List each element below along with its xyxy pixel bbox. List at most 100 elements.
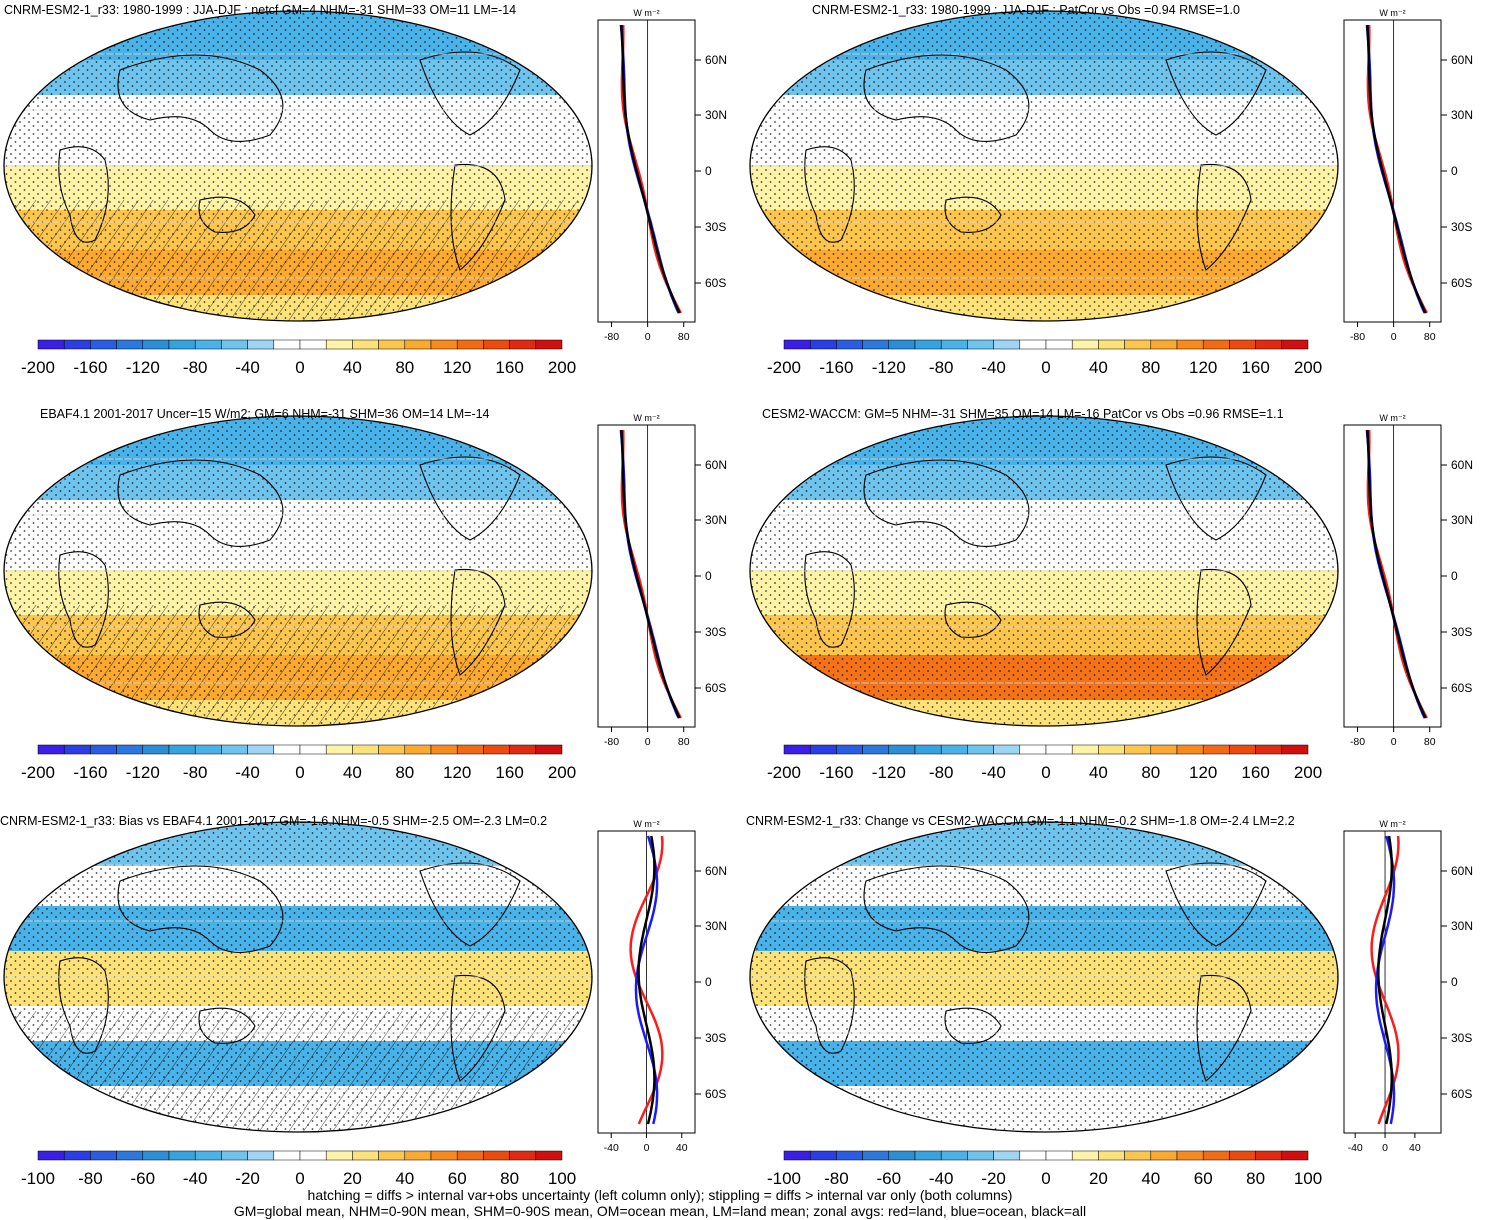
colorbar-swatch xyxy=(221,1150,248,1161)
lat-tick-label: 30N xyxy=(705,919,727,933)
colorbar-swatch xyxy=(1202,339,1230,350)
colorbar-swatch xyxy=(1150,1150,1178,1161)
colorbar-swatch xyxy=(1124,744,1152,755)
panel-title: CESM2-WACCM: GM=5 NHM=-31 SHM=35 OM=14 L… xyxy=(762,407,1284,421)
zonal-units: W m⁻² xyxy=(1379,413,1405,423)
panel-title: CNRM-ESM2-1_r33: Bias vs EBAF4.1 2001-20… xyxy=(0,814,548,828)
colorbar-label: 20 xyxy=(1089,1169,1108,1188)
colorbar-label: 80 xyxy=(500,1169,519,1188)
colorbar-swatch xyxy=(509,339,537,350)
colorbar-swatch xyxy=(378,339,406,350)
stippling xyxy=(750,822,1338,1132)
colorbar-swatch xyxy=(378,744,406,755)
lat-tick-label: 60S xyxy=(705,681,726,695)
colorbar-swatch xyxy=(273,1150,301,1161)
panel-1: CNRM-ESM2-1_r33: 1980-1999 : JJA-DJF : n… xyxy=(0,0,740,395)
panel-graphic: W m⁻² 60N 30N 0 30S 60S -80 0 80 -200 -160 -120 -80 -… xyxy=(3,8,727,377)
colorbar-swatch xyxy=(1229,1150,1256,1161)
colorbar-label: 120 xyxy=(443,763,471,782)
colorbar-label: -120 xyxy=(872,358,906,377)
colorbar-swatch xyxy=(63,744,91,755)
colorbar-label: -100 xyxy=(21,1169,55,1188)
colorbar-swatch xyxy=(783,339,811,350)
zonal-units: W m⁻² xyxy=(1379,819,1405,829)
colorbar-swatch xyxy=(325,1150,353,1161)
colorbar-swatch xyxy=(273,339,301,350)
colorbar-swatch xyxy=(247,744,275,755)
colorbar-swatch xyxy=(430,1150,458,1161)
colorbar-swatch xyxy=(404,744,432,755)
colorbar-swatch xyxy=(1045,339,1073,350)
colorbar-swatch xyxy=(1019,744,1047,755)
colorbar-swatch xyxy=(142,339,170,350)
colorbar-label: -200 xyxy=(21,358,55,377)
colorbar-swatch xyxy=(914,744,942,755)
colorbar-swatch xyxy=(993,1150,1021,1161)
colorbar-swatch xyxy=(862,339,890,350)
colorbar-swatch xyxy=(299,1150,327,1161)
colorbar-swatch xyxy=(404,339,432,350)
map-field xyxy=(4,822,592,1132)
colorbar-label: 120 xyxy=(1189,763,1217,782)
panel-4: CESM2-WACCM: GM=5 NHM=-31 SHM=35 OM=14 L… xyxy=(746,405,1486,800)
colorbar-label: 160 xyxy=(1241,358,1269,377)
colorbar-swatch xyxy=(37,744,65,755)
lat-tick-label: 60N xyxy=(1451,458,1473,472)
map-outline xyxy=(749,10,1339,322)
colorbar-label: -120 xyxy=(126,763,160,782)
colorbar-swatch xyxy=(509,1150,537,1161)
colorbar-swatch xyxy=(1229,339,1256,350)
colorbar-label: -80 xyxy=(824,1169,849,1188)
colorbar-swatch xyxy=(194,744,222,755)
colorbar-swatch xyxy=(299,339,327,350)
lat-tick-label: 30N xyxy=(1451,919,1473,933)
panel-2: CNRM-ESM2-1_r33: 1980-1999 : JJA-DJF : P… xyxy=(746,0,1486,395)
colorbar-swatch xyxy=(221,744,248,755)
lat-tick-label: 0 xyxy=(1451,975,1458,989)
panel-3: EBAF4.1 2001-2017 Uncer=15 W/m2: GM=6 NH… xyxy=(0,405,740,800)
zonal-all-line xyxy=(1377,835,1394,1125)
colorbar-swatch xyxy=(783,744,811,755)
map-outline xyxy=(3,10,593,322)
footer-note-2: GM=global mean, NHM=0-90N mean, SHM=0-90… xyxy=(233,1203,1087,1219)
colorbar-swatch xyxy=(404,1150,432,1161)
colorbar-swatch xyxy=(809,339,837,350)
panel-graphic: W m⁻² 60N 30N 0 30S 60S -40 0 40 -100 -80 -60 -40 -20… xyxy=(749,819,1473,1188)
colorbar-swatch xyxy=(378,1150,406,1161)
colorbar-label: -40 xyxy=(235,763,260,782)
panel-graphic: W m⁻² 60N 30N 0 30S 60S -80 0 80 -200 -160 -120 -80 -… xyxy=(749,413,1473,782)
colorbar-swatch xyxy=(862,1150,890,1161)
lat-tick-label: 60S xyxy=(705,276,726,290)
colorbar-swatch xyxy=(116,339,144,350)
hatching xyxy=(4,1011,592,1132)
colorbar-label: 160 xyxy=(495,358,523,377)
map-outline xyxy=(749,415,1339,727)
colorbar-swatch xyxy=(247,1150,275,1161)
x-tick-label: 80 xyxy=(678,736,690,748)
hatching xyxy=(4,605,592,726)
colorbar-swatch xyxy=(1019,339,1047,350)
x-tick-label: -80 xyxy=(604,331,619,343)
colorbar-swatch xyxy=(783,1150,811,1161)
zonal-box xyxy=(1343,19,1442,323)
colorbar-label: 0 xyxy=(1041,358,1050,377)
lat-tick-label: 30N xyxy=(705,108,727,122)
colorbar-swatch xyxy=(967,744,994,755)
colorbar-label: -20 xyxy=(981,1169,1006,1188)
colorbar-label: -60 xyxy=(131,1169,156,1188)
lat-tick-label: 30N xyxy=(1451,513,1473,527)
colorbar-swatch xyxy=(142,744,170,755)
colorbar-swatch xyxy=(168,1150,196,1161)
colorbar-swatch xyxy=(483,744,510,755)
x-tick-label: -40 xyxy=(604,1142,619,1154)
colorbar-swatch xyxy=(940,339,968,350)
colorbar-swatch xyxy=(116,1150,144,1161)
colorbar-swatch xyxy=(967,339,994,350)
colorbar-label: 40 xyxy=(395,1169,414,1188)
colorbar-label: -200 xyxy=(21,763,55,782)
colorbar-label: 80 xyxy=(395,358,414,377)
lat-tick-label: 30S xyxy=(705,220,726,234)
colorbar-swatch xyxy=(1255,339,1283,350)
x-tick-label: 80 xyxy=(1424,736,1436,748)
lat-tick-label: 0 xyxy=(1451,569,1458,583)
